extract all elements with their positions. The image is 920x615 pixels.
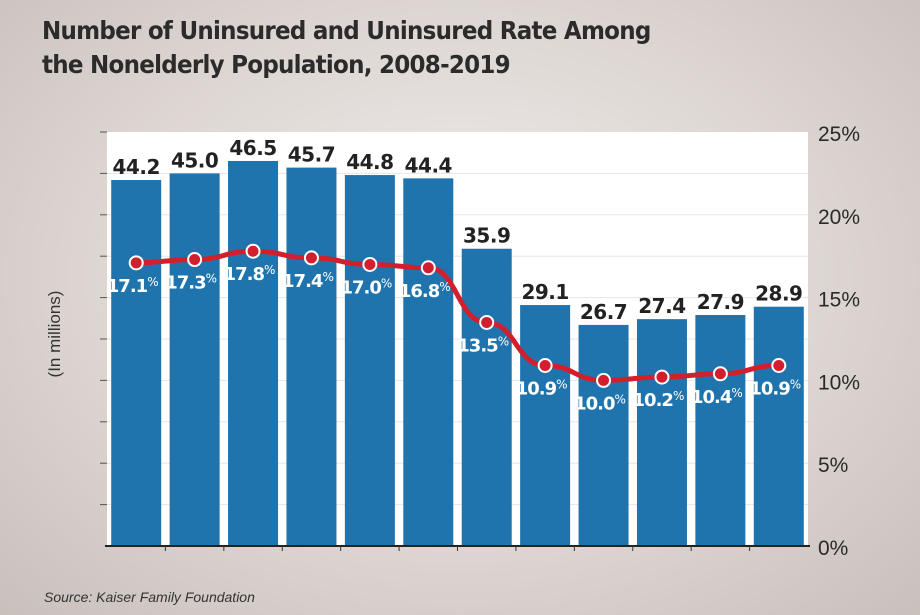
bar-value-label: 26.7	[580, 300, 627, 324]
bar	[228, 160, 279, 547]
percent-sign: %	[731, 386, 742, 400]
percent-sign: %	[147, 275, 158, 289]
rate-value-label: 10.2%	[633, 389, 684, 411]
bar-value-label: 44.2	[113, 155, 160, 179]
rate-point	[596, 372, 612, 388]
percent-sign: %	[673, 389, 684, 403]
rate-point	[245, 243, 261, 259]
rate-point	[187, 252, 203, 268]
rate-point	[537, 357, 553, 373]
rate-value-label: 10.9%	[749, 377, 800, 399]
percent-sign: %	[322, 270, 333, 284]
right-axis-tick-label: 0%	[818, 537, 848, 560]
bar-value-label: 35.9	[463, 224, 510, 248]
rate-value-label: 17.4%	[282, 270, 333, 292]
rate-point	[362, 256, 378, 272]
rate-value-label: 17.1%	[107, 275, 158, 297]
bar-value-label: 27.9	[697, 290, 744, 314]
rate-value-label: 17.8%	[224, 263, 275, 285]
rate-value-label: 10.4%	[691, 386, 742, 408]
bar	[169, 173, 220, 546]
bar-value-label: 46.5	[229, 136, 276, 160]
percent-sign: %	[264, 263, 275, 277]
bar	[286, 167, 337, 546]
percent-sign: %	[556, 377, 567, 391]
bar	[520, 305, 571, 546]
bar-value-label: 28.9	[755, 282, 802, 306]
bar	[695, 314, 746, 546]
bar	[403, 178, 454, 547]
y-axis-label: (In millions)	[45, 291, 64, 378]
rate-value-label: 10.9%	[516, 377, 567, 399]
bar	[578, 324, 629, 546]
right-axis-tick-label: 10%	[818, 371, 860, 394]
percent-sign: %	[206, 272, 217, 286]
rate-point	[712, 366, 728, 382]
percent-sign: %	[615, 392, 626, 406]
rate-value-label: 16.8%	[399, 280, 450, 302]
right-axis-tick-label: 20%	[818, 206, 860, 229]
percent-sign: %	[439, 280, 450, 294]
bar-value-label: 27.4	[638, 294, 685, 318]
bar	[111, 180, 162, 547]
bar	[344, 175, 395, 546]
right-axis-tick-label: 15%	[818, 289, 860, 312]
rate-point	[771, 357, 787, 373]
bar-value-label: 44.8	[346, 150, 393, 174]
rate-point	[479, 314, 495, 330]
rate-point	[654, 369, 670, 385]
bar	[461, 248, 512, 547]
rate-value-label: 13.5%	[457, 334, 508, 356]
source-note: Source: Kaiser Family Foundation	[44, 589, 255, 605]
bar-value-label: 29.1	[521, 280, 568, 304]
rate-value-label: 17.0%	[340, 276, 391, 298]
rate-point	[128, 255, 144, 271]
rate-point	[303, 250, 319, 266]
rate-point	[420, 260, 436, 276]
percent-sign: %	[498, 334, 509, 348]
right-axis-tick-label: 25%	[818, 123, 860, 146]
rate-value-label: 17.3%	[165, 272, 216, 294]
bar-value-label: 45.7	[288, 143, 335, 167]
bar	[636, 319, 687, 546]
bar-value-label: 44.4	[405, 153, 452, 177]
rate-value-label: 10.0%	[574, 392, 625, 414]
percent-sign: %	[381, 276, 392, 290]
chart-title: Number of Uninsured and Uninsured Rate A…	[42, 16, 651, 79]
percent-sign: %	[790, 377, 801, 391]
bar-value-label: 45.0	[171, 148, 218, 172]
bar	[753, 306, 804, 546]
right-axis-tick-label: 5%	[818, 454, 848, 477]
